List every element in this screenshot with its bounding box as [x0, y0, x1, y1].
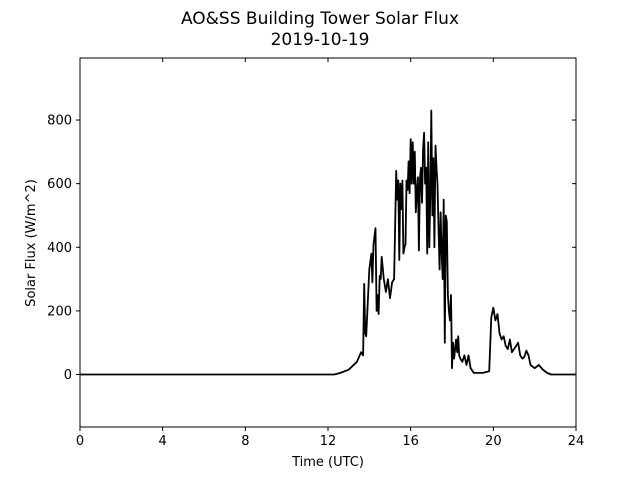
x-tick-label: 8	[241, 434, 249, 449]
solar-flux-line	[80, 109, 576, 376]
data-layer	[80, 109, 576, 376]
x-tick-label: 20	[485, 434, 502, 449]
x-axis-label: Time (UTC)	[291, 455, 364, 470]
x-tick-label: 16	[402, 434, 419, 449]
y-tick-label: 800	[47, 114, 72, 129]
chart-title: AO&SS Building Tower Solar Flux	[181, 9, 459, 29]
x-tick-label: 0	[76, 434, 84, 449]
y-tick-label: 400	[47, 241, 72, 256]
y-tick-label: 200	[47, 304, 72, 319]
x-tick-label: 4	[159, 434, 167, 449]
y-tick-label: 0	[64, 368, 72, 383]
y-axis-label: Solar Flux (W/m^2)	[24, 179, 39, 307]
axis-ticks: 0 4 8 12 16 20 24 0 200 400 600 800	[47, 58, 584, 449]
plot-frame	[79, 57, 577, 428]
x-tick-label: 24	[568, 434, 585, 449]
x-tick-label: 12	[320, 434, 337, 449]
y-tick-label: 600	[47, 177, 72, 192]
chart-subtitle: 2019-10-19	[271, 30, 370, 50]
